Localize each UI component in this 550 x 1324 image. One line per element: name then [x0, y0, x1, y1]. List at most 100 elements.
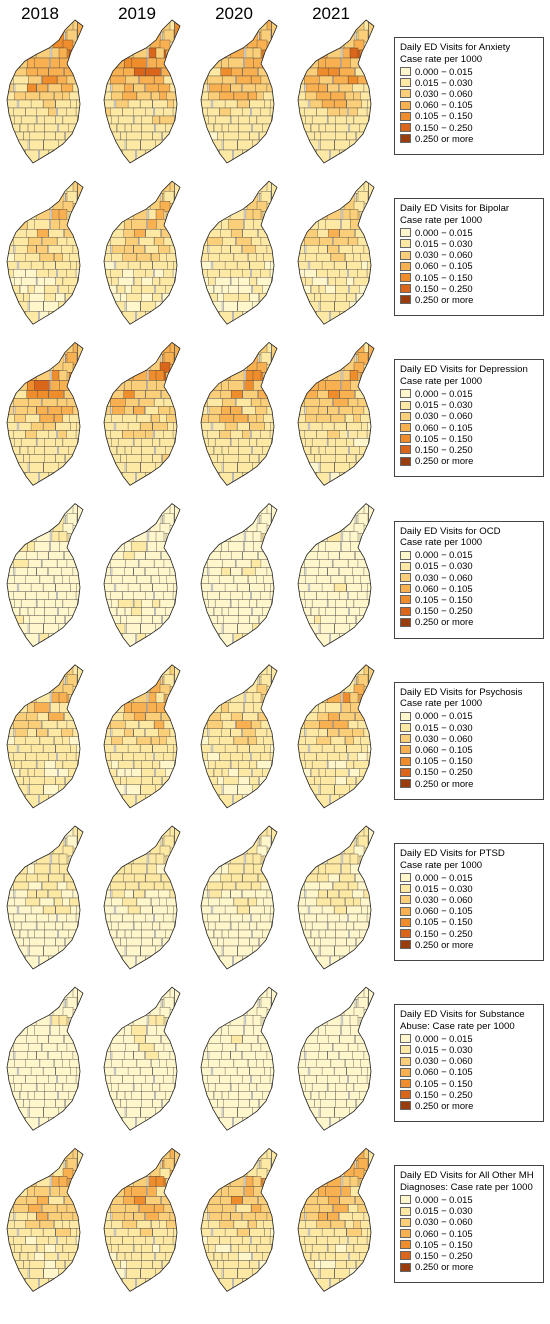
census-tract	[170, 551, 180, 560]
legend-swatch	[400, 711, 411, 721]
census-tract	[360, 414, 374, 423]
census-tract	[223, 1099, 239, 1108]
census-tract	[249, 744, 266, 753]
census-tract	[175, 776, 180, 785]
census-tract	[159, 599, 176, 608]
census-tract	[168, 1268, 180, 1279]
census-tract	[162, 311, 171, 325]
census-tract	[259, 955, 268, 969]
legend-box: Daily ED Visits for All Other MH Diagnos…	[394, 1165, 544, 1284]
census-tract	[104, 752, 112, 761]
census-tract	[36, 1083, 46, 1092]
census-tract	[80, 380, 83, 391]
census-tract	[208, 1059, 221, 1068]
census-tract	[267, 794, 277, 808]
census-tract	[50, 1025, 60, 1036]
census-tract	[152, 1260, 162, 1269]
census-tract	[156, 633, 164, 647]
census-tract	[72, 380, 81, 391]
census-tract	[29, 503, 44, 532]
census-tract	[175, 131, 180, 141]
census-tract	[44, 131, 56, 141]
census-tract	[210, 219, 222, 230]
census-tract	[61, 567, 74, 576]
census-tract	[104, 1260, 110, 1269]
census-tract	[305, 139, 320, 151]
census-tract	[221, 768, 230, 777]
census-tract	[14, 83, 30, 93]
census-tract	[335, 1091, 349, 1100]
census-tract	[7, 1228, 18, 1237]
legend-swatch	[400, 617, 411, 627]
census-tract	[111, 728, 127, 737]
census-tract	[266, 692, 275, 703]
census-tract	[304, 1075, 317, 1084]
census-tract	[359, 49, 371, 61]
city-boundary	[6, 19, 84, 164]
census-tract	[79, 47, 83, 59]
census-tract	[335, 1099, 347, 1108]
census-tract	[208, 1268, 223, 1279]
census-tract	[173, 1067, 180, 1076]
census-tract	[162, 149, 171, 163]
census-tract	[14, 1244, 22, 1253]
census-tract	[273, 853, 277, 865]
legend-swatch	[400, 123, 411, 133]
census-tract	[369, 237, 374, 246]
census-tract	[55, 115, 63, 125]
census-tract	[316, 430, 329, 439]
census-tract	[339, 712, 355, 721]
census-tract	[78, 398, 83, 407]
census-tract	[363, 47, 372, 59]
census-tract	[242, 712, 258, 721]
census-tract	[104, 551, 110, 560]
census-tract	[140, 99, 153, 109]
census-tract	[201, 1176, 210, 1187]
census-tract	[25, 472, 39, 486]
census-tract	[310, 1091, 320, 1100]
census-tract	[20, 921, 37, 931]
census-tract	[48, 1196, 64, 1205]
census-tract	[111, 1220, 124, 1229]
census-tract	[16, 380, 28, 391]
census-tract	[152, 905, 169, 915]
census-tract	[221, 123, 230, 133]
census-tract	[348, 75, 359, 85]
census-tract	[230, 229, 243, 238]
census-tract	[59, 702, 74, 713]
census-tract	[375, 124, 390, 132]
census-tract	[357, 430, 368, 439]
census-tract	[276, 794, 277, 808]
map-bipolar-2020	[200, 180, 278, 325]
census-tract	[242, 1196, 258, 1205]
census-tract	[181, 253, 196, 261]
census-tract	[266, 209, 275, 220]
census-tract	[145, 245, 159, 254]
census-tract	[72, 541, 81, 552]
census-tract	[71, 945, 83, 957]
map-depression-2019	[103, 341, 181, 486]
census-tract	[219, 1059, 234, 1068]
census-tract	[104, 1278, 113, 1292]
census-tract	[201, 293, 207, 302]
census-tract	[177, 1025, 180, 1036]
census-tract	[325, 702, 341, 713]
census-tract	[111, 438, 119, 447]
census-tract	[278, 769, 293, 777]
map-ocd-2020	[200, 503, 278, 648]
census-tract	[211, 342, 223, 371]
census-tract	[136, 253, 152, 262]
census-tract	[327, 245, 339, 254]
census-tract	[258, 1196, 269, 1205]
census-tract	[348, 398, 359, 407]
census-tract	[274, 863, 277, 875]
census-tract	[350, 955, 358, 969]
census-tract	[44, 285, 58, 294]
census-tract	[25, 1278, 39, 1292]
census-tract	[298, 873, 304, 883]
census-tract	[165, 49, 177, 61]
census-tract	[133, 712, 146, 721]
census-tract	[317, 1051, 328, 1060]
census-tract	[369, 1099, 374, 1108]
census-tract	[305, 784, 320, 795]
